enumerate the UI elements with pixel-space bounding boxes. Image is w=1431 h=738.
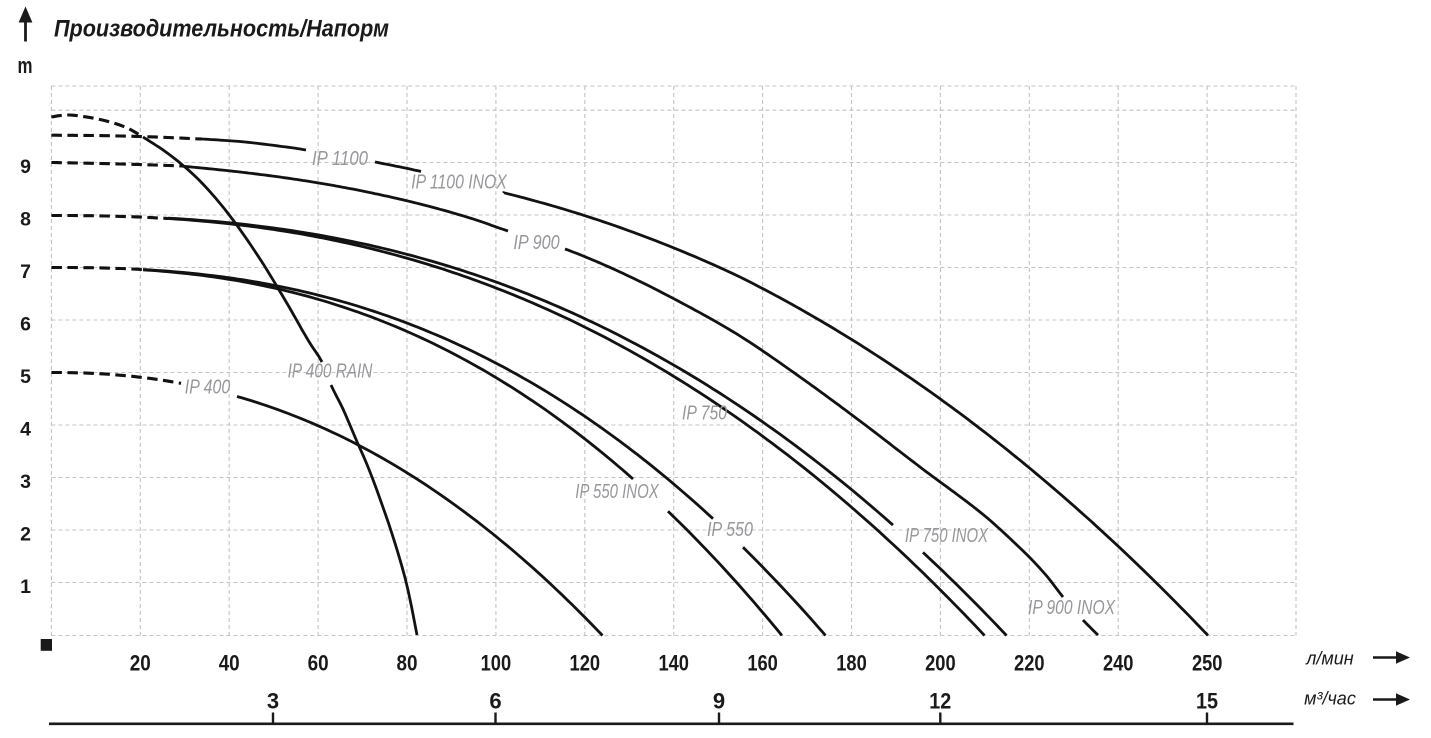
svg-text:m: m <box>18 53 33 78</box>
svg-text:IP 900: IP 900 <box>513 232 559 254</box>
svg-text:IP 550: IP 550 <box>707 519 753 541</box>
svg-text:4: 4 <box>20 419 31 441</box>
svg-text:3: 3 <box>20 471 31 493</box>
svg-text:60: 60 <box>308 651 329 676</box>
svg-text:IP 900 INOX: IP 900 INOX <box>1028 597 1116 619</box>
svg-text:6: 6 <box>489 689 501 714</box>
svg-text:80: 80 <box>397 651 418 676</box>
svg-text:240: 240 <box>1103 651 1134 676</box>
svg-text:Производительность/Напорм: Производительность/Напорм <box>54 16 389 43</box>
svg-text:IP 550 INOX: IP 550 INOX <box>575 481 659 503</box>
svg-text:200: 200 <box>925 651 956 676</box>
svg-text:IP 1100: IP 1100 <box>312 148 368 170</box>
svg-text:40: 40 <box>219 651 240 676</box>
svg-text:6: 6 <box>20 314 31 336</box>
svg-text:20: 20 <box>130 651 151 676</box>
svg-text:3: 3 <box>267 689 279 714</box>
svg-text:100: 100 <box>481 651 512 676</box>
svg-text:250: 250 <box>1192 651 1223 676</box>
svg-text:IP 400: IP 400 <box>185 377 230 399</box>
svg-text:120: 120 <box>570 651 601 676</box>
svg-text:IP 400 RAIN: IP 400 RAIN <box>288 361 373 383</box>
svg-text:180: 180 <box>836 651 867 676</box>
svg-text:IP 1100 INOX: IP 1100 INOX <box>411 172 507 194</box>
svg-text:5: 5 <box>20 366 31 388</box>
svg-text:9: 9 <box>713 689 725 714</box>
svg-text:8: 8 <box>20 209 31 231</box>
svg-text:160: 160 <box>747 651 778 676</box>
svg-text:15: 15 <box>1196 689 1218 714</box>
svg-text:12: 12 <box>929 689 951 714</box>
svg-text:220: 220 <box>1014 651 1045 676</box>
svg-text:9: 9 <box>20 156 31 178</box>
svg-text:140: 140 <box>658 651 689 676</box>
svg-text:IP 750 INOX: IP 750 INOX <box>905 525 988 547</box>
svg-text:м³/час: м³/час <box>1304 689 1356 709</box>
svg-text:2: 2 <box>20 524 31 546</box>
svg-text:л/мин: л/мин <box>1305 649 1354 669</box>
svg-text:1: 1 <box>20 576 31 598</box>
svg-text:7: 7 <box>20 261 31 283</box>
svg-text:IP 750: IP 750 <box>682 403 727 425</box>
